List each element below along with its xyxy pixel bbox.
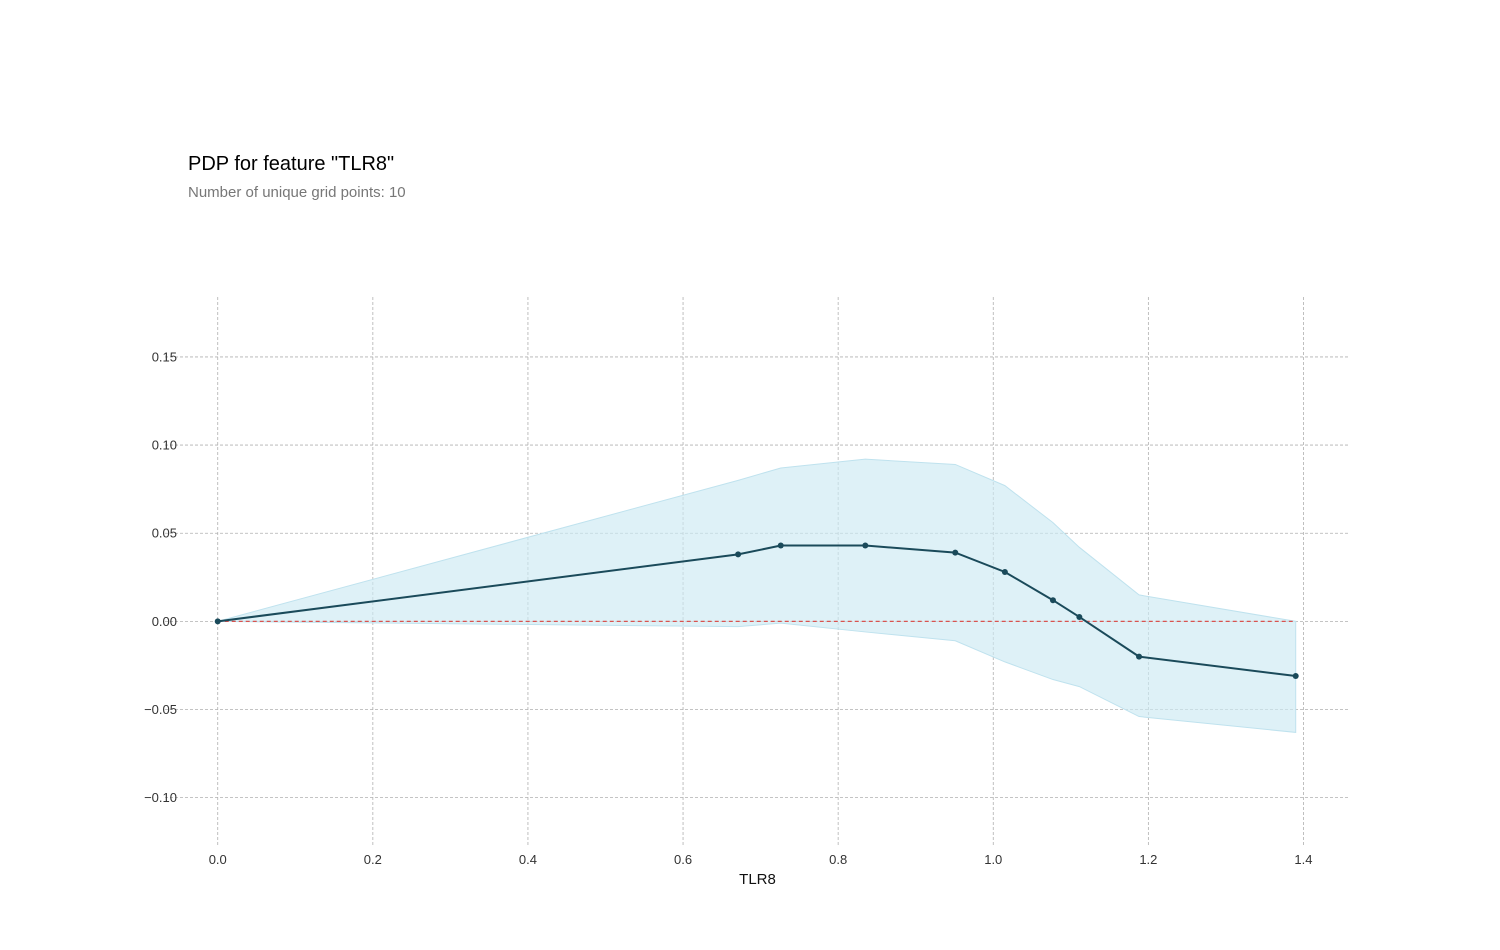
- pdp-points: [214, 542, 1299, 680]
- x-axis-label: TLR8: [739, 871, 776, 888]
- y-tick-label: 0.15: [152, 349, 177, 364]
- pdp-point: [862, 542, 869, 549]
- pdp-point: [735, 551, 742, 558]
- y-tick-label: −0.05: [144, 702, 177, 717]
- confidence-band: [217, 458, 1297, 733]
- y-tick-label: 0.05: [152, 526, 177, 541]
- chart-title: PDP for feature "TLR8": [188, 153, 395, 175]
- y-tick-labels: 0.15 0.10 0.05 0.00 −0.05 −0.10: [144, 349, 177, 805]
- chart-subtitle: Number of unique grid points: 10: [188, 184, 406, 201]
- x-tick-label: 0.6: [674, 852, 692, 867]
- pdp-line: [217, 544, 1296, 677]
- y-tick-label: 0.00: [152, 614, 177, 629]
- pdp-point: [214, 618, 221, 625]
- x-tick-labels: 0.0 0.2 0.4 0.6 0.8 1.0 1.2 1.4: [209, 852, 1313, 867]
- pdp-point: [1049, 597, 1056, 604]
- pdp-point: [1001, 569, 1008, 575]
- y-tick-label: 0.10: [152, 438, 177, 453]
- y-tick-label: −0.10: [144, 790, 177, 805]
- pdp-point: [952, 549, 959, 556]
- x-tick-label: 1.0: [984, 852, 1002, 867]
- pdp-point: [1076, 613, 1083, 620]
- pdp-point: [1292, 673, 1299, 680]
- pdp-point: [1136, 653, 1143, 660]
- x-tick-label: 0.2: [364, 852, 382, 867]
- x-tick-label: 1.4: [1294, 852, 1312, 867]
- x-tick-label: 0.4: [519, 852, 537, 867]
- x-tick-label: 0.0: [209, 852, 227, 867]
- pdp-point: [777, 542, 784, 549]
- x-tick-label: 0.8: [829, 852, 847, 867]
- x-tick-label: 1.2: [1139, 852, 1157, 867]
